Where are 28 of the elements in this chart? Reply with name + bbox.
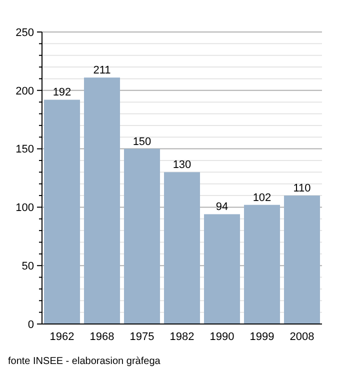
x-tick-label: 1962	[50, 331, 74, 343]
y-tick-label: 0	[28, 318, 34, 331]
x-tick-label: 1975	[130, 331, 154, 343]
data-label: 110	[293, 182, 311, 195]
data-label: 150	[132, 136, 152, 148]
y-tick-label: 150	[16, 144, 34, 156]
y-tick-label: 250	[16, 26, 34, 39]
x-tick-label: 2008	[290, 331, 314, 343]
data-label: 130	[172, 159, 192, 172]
bar	[44, 100, 80, 324]
bar	[204, 214, 240, 324]
bar	[164, 172, 200, 324]
bar	[244, 204, 280, 324]
data-label: 192	[52, 86, 72, 99]
data-label: 211	[93, 64, 111, 77]
data-label: 102	[252, 192, 272, 204]
bar	[84, 78, 120, 324]
y-tick-label: 200	[16, 85, 34, 98]
source-note: fonte INSEE - elaborasion gràfega	[8, 356, 161, 367]
x-tick-label: 1968	[90, 331, 114, 343]
y-tick-label: 100	[16, 202, 34, 214]
data-label: 94	[216, 201, 228, 214]
x-tick-label: 1999	[250, 331, 274, 343]
bar	[284, 196, 320, 324]
bar	[124, 148, 160, 324]
y-tick-label: 50	[22, 260, 34, 272]
x-tick-label: 1982	[170, 331, 194, 343]
x-tick-label: 1990	[210, 331, 234, 343]
